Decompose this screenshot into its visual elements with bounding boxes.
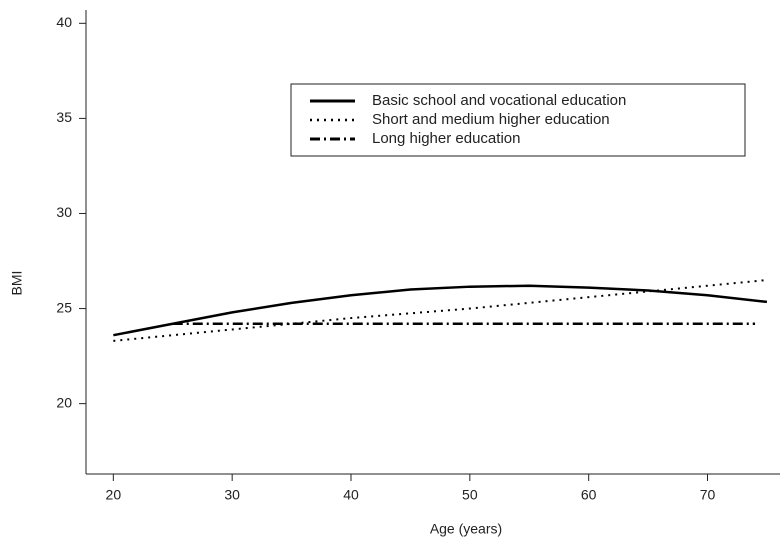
y-axis-label: BMI xyxy=(9,271,25,296)
y-tick-label: 40 xyxy=(56,14,72,30)
legend-label: Basic school and vocational education xyxy=(372,92,626,109)
series-line xyxy=(113,279,768,342)
series-line xyxy=(113,284,768,337)
legend-box xyxy=(290,83,746,157)
y-tick-label: 30 xyxy=(56,204,72,220)
x-axis-label: Age (years) xyxy=(430,521,502,537)
x-tick-label: 40 xyxy=(343,487,359,503)
x-tick-label: 70 xyxy=(700,487,716,503)
x-tick-label: 60 xyxy=(581,487,597,503)
x-tick-label: 50 xyxy=(462,487,478,503)
x-tick-label: 30 xyxy=(224,487,240,503)
y-tick-label: 35 xyxy=(56,109,72,125)
y-tick-label: 20 xyxy=(56,394,72,410)
x-tick-label: 20 xyxy=(106,487,122,503)
y-tick-label: 25 xyxy=(56,299,72,315)
legend-label: Short and medium higher education xyxy=(372,111,610,128)
legend-label: Long higher education xyxy=(372,130,520,147)
